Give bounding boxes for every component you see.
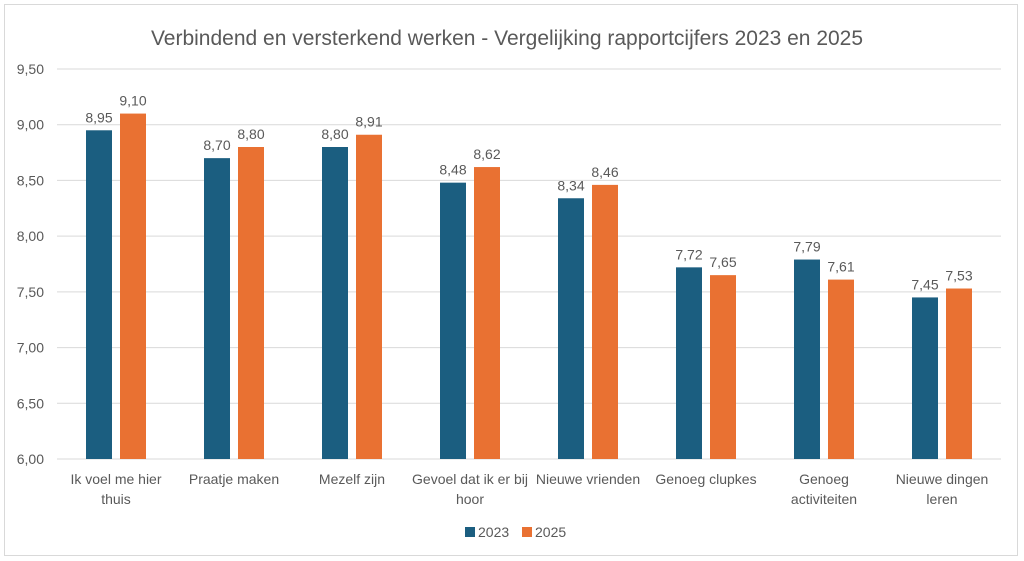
legend-label: 2023 [478, 524, 509, 540]
data-label: 8,95 [85, 109, 112, 125]
x-tick-label: Genoeg clupkes [655, 471, 756, 487]
x-tick-label: Nieuwe vrienden [536, 471, 640, 487]
data-label: 7,53 [945, 268, 972, 284]
y-tick-label: 9,50 [17, 61, 44, 77]
bar-2023 [86, 130, 112, 460]
chart-title: Verbindend en versterkend werken - Verge… [151, 27, 863, 50]
data-label: 7,65 [709, 254, 736, 270]
data-label: 8,46 [591, 164, 618, 180]
bar-2025 [828, 279, 854, 459]
chart-frame [4, 4, 1018, 556]
bar-2023 [794, 259, 820, 459]
x-tick-label: activiteiten [791, 491, 857, 507]
y-tick-label: 8,00 [17, 228, 44, 244]
x-tick-label: Gevoel dat ik er bij [412, 471, 528, 487]
data-label: 7,45 [911, 276, 938, 292]
y-tick-label: 6,00 [17, 451, 44, 467]
data-label: 8,62 [473, 146, 500, 162]
data-label: 8,70 [203, 137, 230, 153]
x-tick-label: Ik voel me hier [70, 471, 161, 487]
bar-2025 [356, 134, 382, 459]
x-tick-label: thuis [101, 491, 131, 507]
data-label: 8,48 [439, 162, 466, 178]
bar-2023 [912, 297, 938, 459]
data-label: 8,91 [355, 114, 382, 130]
x-tick-label: Genoeg [799, 471, 849, 487]
data-label: 7,61 [827, 259, 854, 275]
y-tick-label: 7,50 [17, 284, 44, 300]
bar-2023 [676, 267, 702, 459]
bar-2023 [204, 158, 230, 459]
data-label: 8,34 [557, 177, 584, 193]
bar-2025 [710, 275, 736, 459]
data-label: 7,72 [675, 246, 702, 262]
x-tick-label: Nieuwe dingen [896, 471, 989, 487]
bar-2025 [592, 184, 618, 459]
bar-2023 [558, 198, 584, 459]
y-tick-label: 8,50 [17, 172, 44, 188]
bar-2023 [440, 182, 466, 459]
data-label: 9,10 [119, 93, 146, 109]
y-tick-label: 9,00 [17, 117, 44, 133]
legend-swatch-2025 [522, 527, 532, 537]
legend-swatch-2023 [465, 527, 475, 537]
x-tick-label: Mezelf zijn [319, 471, 385, 487]
y-tick-label: 6,50 [17, 395, 44, 411]
x-tick-label: hoor [456, 491, 484, 507]
x-tick-label: leren [926, 491, 957, 507]
bar-2025 [238, 147, 264, 459]
data-label: 7,79 [793, 239, 820, 255]
legend-label: 2025 [535, 524, 566, 540]
y-tick-label: 7,00 [17, 340, 44, 356]
bar-2025 [946, 288, 972, 459]
data-label: 8,80 [237, 126, 264, 142]
bar-2023 [322, 147, 348, 459]
data-label: 8,80 [321, 126, 348, 142]
bar-2025 [474, 167, 500, 460]
x-tick-label: Praatje maken [189, 471, 279, 487]
bar-2025 [120, 113, 146, 460]
